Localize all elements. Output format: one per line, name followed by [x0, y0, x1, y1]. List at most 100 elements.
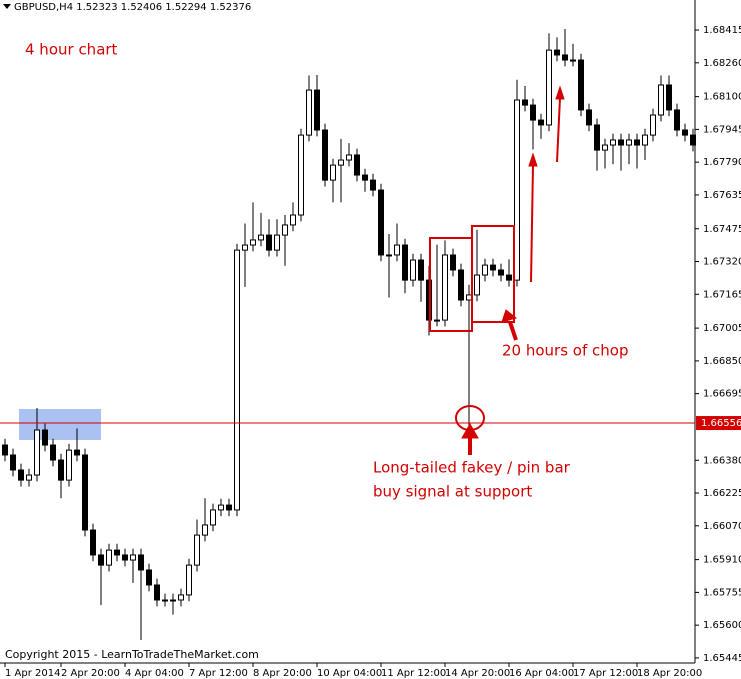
candle-body: [10, 454, 16, 471]
candle-body: [450, 254, 456, 271]
candle-body: [458, 269, 464, 301]
candle-body: [338, 159, 344, 166]
menu-icon[interactable]: [3, 4, 11, 9]
candle-body: [674, 109, 680, 131]
y-tick-label: 1.66695: [703, 389, 741, 400]
candle-body: [626, 139, 632, 146]
candle-body: [178, 594, 184, 601]
candle-body: [154, 584, 160, 601]
candle-body: [122, 554, 128, 561]
candle-body: [618, 139, 624, 146]
y-tick-label: 1.67635: [703, 190, 741, 201]
candle-body: [682, 129, 688, 136]
price-label: 1.66556: [701, 418, 741, 429]
candle-body: [170, 599, 176, 602]
candle-body: [186, 564, 192, 596]
candle-body: [290, 214, 296, 226]
candle-body: [546, 49, 552, 126]
arrows: [461, 85, 565, 455]
candle-body: [146, 569, 152, 586]
candle-body: [98, 554, 104, 566]
candle-body: [474, 274, 480, 296]
x-tick-label: 8 Apr 20:00: [253, 668, 312, 679]
candle-body: [66, 449, 72, 481]
candle-body: [250, 239, 256, 246]
candle-body: [18, 469, 24, 481]
candle-body: [274, 234, 280, 251]
candle-body: [594, 124, 600, 151]
y-tick-label: 1.66225: [703, 488, 741, 499]
candle-body: [490, 264, 496, 271]
candle-body: [210, 509, 216, 526]
candle-body: [234, 249, 240, 511]
candle-body: [402, 244, 408, 281]
chart-title: GBPUSD,H4 1.52323 1.52406 1.52294 1.5237…: [14, 2, 251, 13]
x-tick-label: 18 Apr 20:00: [637, 668, 702, 679]
x-tick-label: 2 Apr 20:00: [61, 668, 120, 679]
y-tick-label: 1.65445: [703, 653, 741, 664]
candle-body: [242, 244, 248, 251]
candle-body: [322, 129, 328, 181]
candle-body: [530, 104, 536, 121]
y-tick-label: 1.67165: [703, 289, 741, 300]
candle-body: [442, 254, 448, 321]
x-tick-label: 4 Apr 04:00: [125, 668, 184, 679]
candle-body: [266, 234, 272, 251]
candle-body: [306, 89, 312, 136]
candle-body: [434, 319, 440, 322]
candle-body: [370, 179, 376, 191]
y-tick-label: 1.67005: [703, 323, 741, 334]
candle-body: [562, 54, 568, 61]
annotation: 4 hour chart: [25, 41, 118, 59]
y-tick-label: 1.65910: [703, 555, 741, 566]
candle-body: [554, 49, 560, 56]
y-tick-label: 1.66380: [703, 455, 741, 466]
x-tick-label: 10 Apr 04:00: [317, 668, 382, 679]
candle-body: [42, 429, 48, 446]
candle-body: [578, 59, 584, 111]
y-tick-label: 1.67945: [703, 124, 741, 135]
candle-body: [138, 554, 144, 571]
annotation: 20 hours of chop: [502, 342, 628, 360]
y-tick-label: 1.67320: [703, 257, 741, 268]
candle-body: [586, 109, 592, 126]
candle-body: [514, 99, 520, 281]
candle-body: [418, 259, 424, 281]
candle-body: [650, 114, 656, 136]
y-tick-label: 1.66070: [703, 521, 741, 532]
candle-body: [538, 119, 544, 126]
candle-body: [602, 144, 608, 151]
candle-body: [114, 549, 120, 556]
candle-body: [466, 294, 472, 301]
candle-body: [162, 599, 168, 602]
copyright: Copyright 2015 - LearnToTradeTheMarket.c…: [5, 648, 259, 661]
candle-body: [482, 264, 488, 276]
candle-body: [218, 504, 224, 511]
chop-box: [471, 225, 515, 323]
candle-body: [610, 139, 616, 146]
candle-body: [666, 84, 672, 111]
x-tick-label: 1 Apr 2014: [5, 668, 60, 679]
y-tick-label: 1.65755: [703, 587, 741, 598]
x-tick-label: 14 Apr 20:00: [445, 668, 510, 679]
y-tick-label: 1.68260: [703, 58, 741, 69]
y-tick-label: 1.66850: [703, 356, 741, 367]
y-tick-label: 1.67475: [703, 224, 741, 235]
candle-body: [82, 454, 88, 531]
y-tick-label: 1.68100: [703, 92, 741, 103]
candle-body: [690, 134, 696, 146]
candle-body: [354, 154, 360, 176]
candle-body: [226, 504, 232, 511]
candle-body: [282, 224, 288, 236]
candle-body: [394, 244, 400, 256]
candle-body: [74, 449, 80, 456]
candle-body: [378, 189, 384, 256]
candle-body: [314, 89, 320, 131]
annotation: Long-tailed fakey / pin bar: [373, 459, 571, 477]
candle-body: [2, 444, 8, 456]
candle-body: [130, 554, 136, 561]
candle-body: [570, 59, 576, 62]
candle-body: [498, 269, 504, 276]
chop-box: [429, 237, 473, 332]
candle-body: [634, 139, 640, 146]
